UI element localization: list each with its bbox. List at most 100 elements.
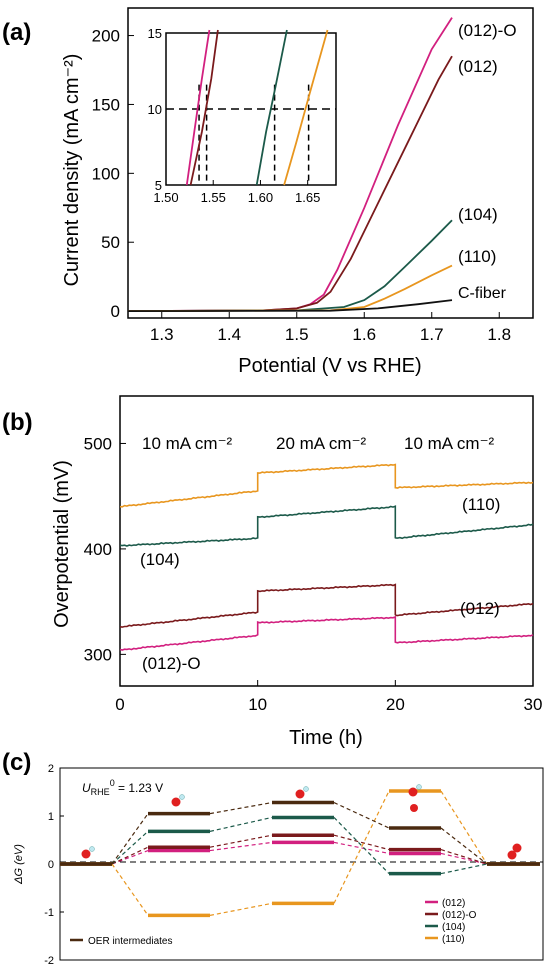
inset-x-tick-label: 1.50	[153, 190, 178, 205]
label-104-b: (104)	[140, 550, 180, 569]
y-tick-label: -2	[44, 955, 54, 966]
connector	[333, 841, 390, 855]
panel-a-series	[127, 17, 453, 313]
inset-series-line	[185, 29, 211, 186]
legend-label: (012)-O	[442, 910, 477, 921]
panel-c-label: (c)	[2, 749, 31, 776]
x-tick-label: 10	[248, 695, 267, 714]
panel-a-frame	[127, 7, 534, 319]
panel-b-label: (b)	[2, 409, 33, 436]
connector	[209, 801, 273, 815]
oxygen-atom	[507, 850, 517, 860]
inset-x-tick-label: 1.65	[295, 190, 320, 205]
panel-c-ylabel: ΔG (eV)	[13, 844, 25, 885]
connector	[333, 790, 390, 904]
panel-c-chart: -2 -1 0 1 2 ΔG (eV) URHE0 = 1.23 V (012)(012…	[13, 763, 544, 966]
legend-label: (012)	[442, 898, 465, 909]
inset-series-line	[283, 29, 329, 186]
y-tick-label: 0	[48, 859, 54, 871]
connector	[111, 863, 149, 916]
inset-series-line	[255, 29, 288, 186]
connector	[440, 863, 488, 875]
panel-b-x-axis: 0 10 20 30	[115, 680, 542, 714]
annot-10ma-left: 10 mA cm⁻²	[142, 434, 233, 453]
series-line	[119, 463, 534, 508]
series-line	[127, 264, 453, 313]
connector	[209, 902, 273, 916]
label-012-O-a: (012)-O	[458, 21, 517, 40]
oxygen-atom	[81, 849, 91, 859]
label-110-a: (110)	[458, 247, 496, 266]
y-tick-label: 100	[92, 164, 120, 183]
panel-a-label: (a)	[2, 19, 31, 46]
label-cfiber-a: C-fiber	[458, 285, 507, 302]
x-tick-label: 0	[115, 695, 124, 714]
panel-c-legend: (012)(012)-O(104)(110) OER intermediates	[70, 898, 477, 947]
label-012-b: (012)	[460, 599, 500, 618]
y-tick-label: 150	[92, 95, 120, 114]
x-tick-label: 20	[386, 695, 405, 714]
y-tick-label: 1	[48, 811, 54, 823]
label-104-a: (104)	[458, 205, 498, 224]
panel-b-frame	[119, 395, 534, 687]
hydrogen-atom	[416, 784, 422, 790]
legend-label: OER intermediates	[88, 936, 172, 947]
legend-label: (110)	[442, 934, 465, 945]
connector	[209, 841, 273, 852]
inset-y-tick-label: 5	[155, 178, 162, 193]
y-tick-label: 2	[48, 763, 54, 775]
connector	[111, 830, 149, 865]
panel-b-series	[119, 463, 534, 651]
oxygen-atom	[410, 804, 418, 812]
series-line	[127, 299, 453, 313]
label-012-O-b: (012)-O	[142, 654, 201, 673]
oxygen-atom	[171, 797, 181, 807]
y-tick-label: -1	[44, 907, 54, 919]
connector	[440, 849, 488, 865]
series-line	[119, 583, 534, 628]
connector	[440, 790, 488, 865]
label-012-a: (012)	[458, 57, 498, 76]
inset-y-tick-label: 10	[148, 102, 162, 117]
y-tick-label: 0	[111, 302, 120, 321]
connector	[440, 827, 488, 865]
series-line	[127, 55, 453, 312]
panel-a-x-axis: 1.3 1.4 1.5 1.6 1.7 1.8	[150, 312, 511, 344]
panel-b-y-axis: 300 400 500	[84, 434, 126, 664]
x-tick-label: 1.5	[285, 325, 309, 344]
x-tick-label: 1.4	[217, 325, 241, 344]
panel-a-inset: 5 10 15 1.50 1.55 1.60 1.65	[148, 26, 336, 205]
x-tick-label: 1.6	[352, 325, 376, 344]
annot-10ma-right: 10 mA cm⁻²	[404, 434, 495, 453]
panel-c-series	[60, 789, 540, 918]
x-tick-label: 30	[524, 695, 543, 714]
label-110-b: (110)	[462, 495, 500, 514]
oxygen-atom	[512, 843, 522, 853]
hydrogen-atom	[179, 794, 185, 800]
hydrogen-atom	[89, 846, 95, 852]
panel-b-chart: 300 400 500 0 10 20 30 Time (h) Overpotential…	[51, 395, 542, 749]
panel-a-xlabel: Potential (V vs RHE)	[238, 355, 421, 377]
oxygen-atom	[295, 789, 305, 799]
panel-b-ylabel: Overpotential (mV)	[51, 460, 73, 628]
panel-a-chart: 0 50 100 150 200 1.3 1.4 1.5 1.6 1.7 1.8 Potentia…	[61, 7, 534, 377]
x-tick-label: 1.8	[487, 325, 511, 344]
x-tick-label: 1.7	[420, 325, 444, 344]
potential-label: URHE0 = 1.23 V	[82, 778, 163, 797]
oxygen-atom	[408, 787, 418, 797]
y-tick-label: 200	[92, 27, 120, 46]
hydrogen-atom	[303, 786, 309, 792]
legend-label: (104)	[442, 922, 465, 933]
x-tick-label: 1.3	[150, 325, 174, 344]
inset-x-tick-label: 1.55	[201, 190, 226, 205]
connector	[209, 834, 273, 848]
connector	[333, 817, 390, 875]
y-tick-label: 500	[84, 434, 112, 453]
panel-b-xlabel: Time (h)	[289, 727, 363, 749]
series-line	[119, 615, 534, 651]
connector	[440, 852, 488, 865]
panel-a-y-axis: 0 50 100 150 200	[92, 27, 134, 321]
panel-c-molecules	[81, 784, 522, 860]
connector	[333, 834, 390, 851]
